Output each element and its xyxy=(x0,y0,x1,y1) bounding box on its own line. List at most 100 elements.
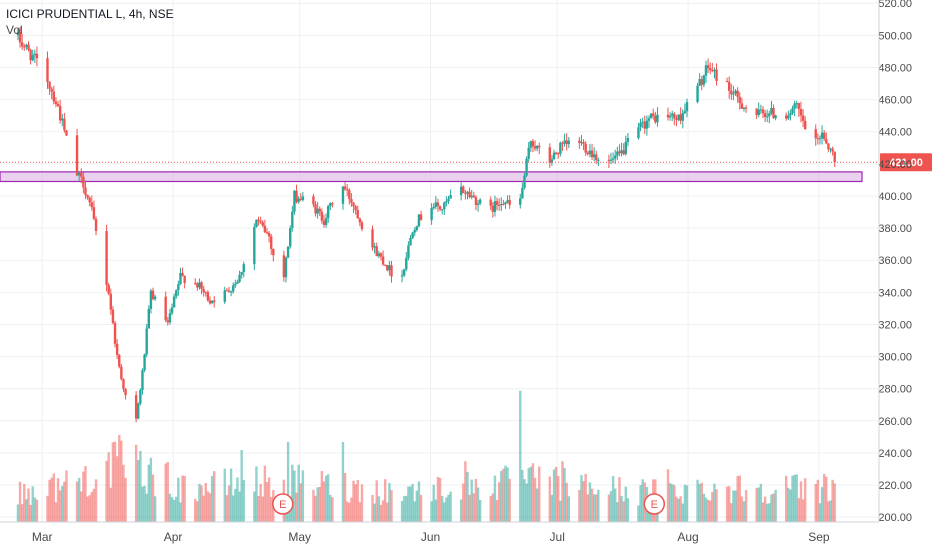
volume-bar xyxy=(761,502,765,522)
candle-body xyxy=(113,322,117,344)
candle-body xyxy=(620,150,623,154)
candle xyxy=(352,202,355,214)
volume-bar xyxy=(586,494,589,522)
candle xyxy=(476,200,480,212)
y-tick-label: 280.00 xyxy=(878,384,912,396)
candle xyxy=(447,195,450,205)
candle xyxy=(459,182,463,201)
candle-body xyxy=(400,275,404,277)
candle xyxy=(350,193,353,207)
candle-body xyxy=(696,85,699,103)
volume-bar xyxy=(527,468,530,522)
candle xyxy=(757,102,760,118)
candle-body xyxy=(343,186,347,190)
volume-bar xyxy=(206,491,210,522)
candle-body xyxy=(459,186,463,196)
candle-body xyxy=(58,105,62,121)
candle xyxy=(649,113,653,119)
candle xyxy=(48,81,51,95)
volume-bar xyxy=(194,498,197,522)
volume-bar xyxy=(301,470,305,522)
candle-body xyxy=(519,198,522,205)
candle xyxy=(784,112,788,121)
candle xyxy=(286,246,290,259)
candle-body xyxy=(761,109,765,114)
y-tick-label: 360.00 xyxy=(878,255,912,267)
candle xyxy=(502,199,505,206)
candle xyxy=(673,111,676,126)
volume-bar xyxy=(115,456,119,522)
volume-bar xyxy=(523,479,526,522)
candle xyxy=(58,99,62,124)
candle xyxy=(223,286,226,305)
candle-body xyxy=(145,328,148,355)
volume-bar xyxy=(242,479,245,522)
volume-bar xyxy=(822,474,826,522)
candle-body xyxy=(535,145,539,149)
candle-body xyxy=(105,231,108,285)
candle xyxy=(56,101,60,108)
candle xyxy=(318,206,321,217)
chart-title: ICICI PRUDENTIAL L, 4h, NSE xyxy=(6,7,174,21)
candle-body xyxy=(413,230,416,233)
candle-body xyxy=(478,199,482,204)
candle xyxy=(438,205,442,212)
candle-body xyxy=(531,141,535,147)
candle-body xyxy=(789,113,792,116)
y-tick-label: 420.00 xyxy=(878,159,912,171)
candle-body xyxy=(419,214,423,220)
candle-body xyxy=(675,118,678,120)
y-tick-label: 400.00 xyxy=(878,191,912,203)
candle xyxy=(434,196,438,210)
candle xyxy=(709,62,712,75)
volume-bar xyxy=(318,486,321,522)
candle-body xyxy=(744,107,748,109)
candle xyxy=(314,200,317,217)
candle xyxy=(504,201,507,209)
volume-bar xyxy=(109,487,113,522)
candle-body xyxy=(622,150,625,155)
candle xyxy=(763,109,767,123)
candle-body xyxy=(23,46,26,48)
candle-body xyxy=(641,121,644,123)
candle xyxy=(400,270,404,283)
candle-body xyxy=(200,282,203,289)
candle xyxy=(734,89,737,96)
candle xyxy=(706,58,710,74)
candle xyxy=(198,278,201,290)
candle xyxy=(151,287,155,301)
candle xyxy=(118,353,121,369)
volume-bar xyxy=(438,477,442,522)
candle xyxy=(390,260,393,283)
candle xyxy=(641,117,644,129)
candle-body xyxy=(90,202,94,208)
candle-body xyxy=(647,118,651,121)
candle xyxy=(86,194,89,200)
candle-body xyxy=(213,300,216,302)
candle-body xyxy=(139,389,142,404)
candle xyxy=(75,128,79,177)
volume-bar xyxy=(183,475,186,522)
candle xyxy=(744,105,748,113)
volume-bar xyxy=(816,479,820,522)
volume-bar xyxy=(379,504,383,522)
volume-bar xyxy=(624,486,627,522)
volume-bar xyxy=(725,486,729,522)
candle xyxy=(92,200,96,221)
candle-body xyxy=(166,320,169,323)
candle-body xyxy=(402,269,406,276)
y-tick-label: 380.00 xyxy=(878,223,912,235)
candle xyxy=(440,208,444,215)
candle xyxy=(383,264,387,267)
volume-bar xyxy=(27,488,30,522)
volume-bar xyxy=(240,450,243,522)
candle-body xyxy=(768,113,771,117)
candle-body xyxy=(702,75,706,85)
candle xyxy=(704,60,708,83)
volume-bar xyxy=(673,485,676,522)
volume-bar xyxy=(468,494,471,522)
volume-bar xyxy=(267,477,271,522)
volume-bar xyxy=(768,503,771,522)
